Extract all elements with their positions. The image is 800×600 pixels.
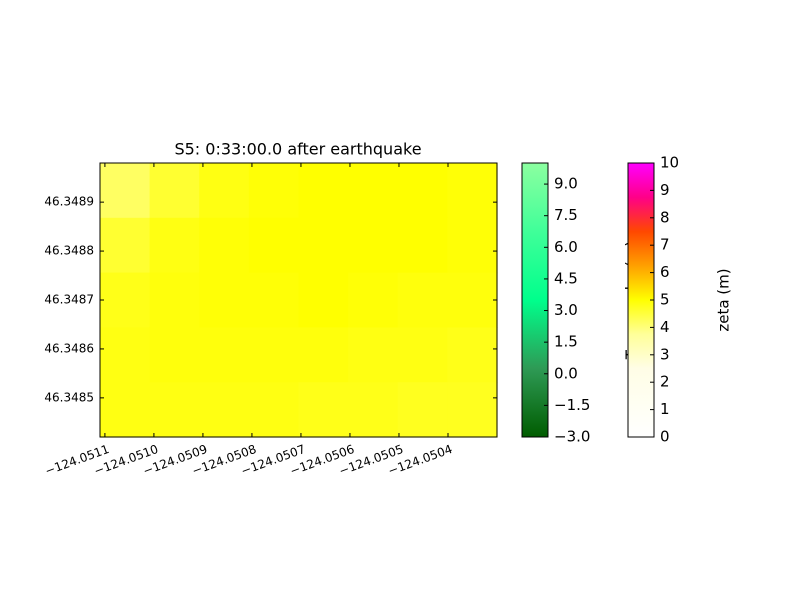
y-tick-label: 46.3489 (44, 195, 94, 209)
heat-cell (100, 382, 151, 438)
colorbar-tick-label: 0 (660, 428, 670, 446)
heat-cell (348, 327, 399, 383)
heat-cell (447, 217, 498, 274)
heat-cell (298, 327, 349, 383)
heat-cell (397, 163, 448, 219)
colorbar-tick-label: 7 (660, 236, 670, 254)
heat-cell (149, 382, 200, 438)
heat-cell (348, 382, 399, 438)
heat-cell (298, 163, 349, 219)
y-tick-label: 46.3485 (44, 390, 94, 404)
heat-cell (199, 217, 250, 274)
heat-cell (248, 327, 300, 383)
colorbar-tick-label: 9.0 (554, 175, 578, 193)
colorbar-tick-label: 1.5 (554, 333, 578, 351)
colorbar-tick-label: −1.5 (554, 396, 590, 414)
colorbar (627, 162, 655, 438)
colorbar-tick-label: 4 (660, 318, 670, 336)
heat-cell (100, 217, 151, 274)
heat-cell (149, 327, 200, 383)
colorbar-tick-label: 9 (660, 181, 670, 199)
colorbar-tick-label: 0.0 (554, 364, 578, 382)
heat-cell (348, 217, 399, 274)
colorbar-tick-label: 1 (660, 400, 670, 418)
heat-cell (149, 163, 200, 219)
heat-cell (447, 327, 498, 383)
heat-cell (248, 272, 300, 328)
heat-cell (447, 163, 498, 219)
colorbar-tick-label: 3 (660, 345, 670, 363)
heat-cell (397, 217, 448, 274)
colorbar-tick-label: 8 (660, 208, 670, 226)
heat-cell (298, 272, 349, 328)
heat-cell (447, 272, 498, 328)
heat-cell (348, 163, 399, 219)
heat-cell (248, 382, 300, 438)
heat-cell (248, 217, 300, 274)
colorbar-tick-label: 5 (660, 291, 670, 309)
heat-cell (199, 272, 250, 328)
y-tick-label: 46.3487 (44, 293, 94, 307)
colorbar-tick-label: 3.0 (554, 301, 578, 319)
chart-title: S5: 0:33:00.0 after earthquake (174, 140, 421, 159)
heat-cell (447, 382, 498, 438)
colorbar-tick-label: 6.0 (554, 238, 578, 256)
heat-cell (298, 382, 349, 438)
heat-cell (298, 217, 349, 274)
heat-cell (149, 272, 200, 328)
heat-cell (149, 217, 200, 274)
heat-cell (397, 327, 448, 383)
heat-cell (248, 163, 300, 219)
heat-cell (100, 163, 151, 219)
heat-cell (199, 327, 250, 383)
heat-cell (397, 272, 448, 328)
colorbar-label: zeta (m) (715, 268, 733, 331)
heat-cell (199, 382, 250, 438)
colorbar-tick-label: 7.5 (554, 206, 578, 224)
colorbar-tick-label: 2 (660, 373, 670, 391)
colorbar-tick-label: −3.0 (554, 428, 590, 446)
y-tick-label: 46.3486 (44, 341, 94, 355)
colorbar-tick-label: 10 (660, 154, 679, 172)
y-tick-label: 46.3488 (44, 244, 94, 258)
colorbar-tick-label: 6 (660, 263, 670, 281)
heat-cell (348, 272, 399, 328)
colorbar-tick-label: 4.5 (554, 269, 578, 287)
colorbar (521, 162, 549, 438)
heat-cell (199, 163, 250, 219)
heat-cell (100, 327, 151, 383)
heat-cell (100, 272, 151, 328)
heat-cell (397, 382, 448, 438)
